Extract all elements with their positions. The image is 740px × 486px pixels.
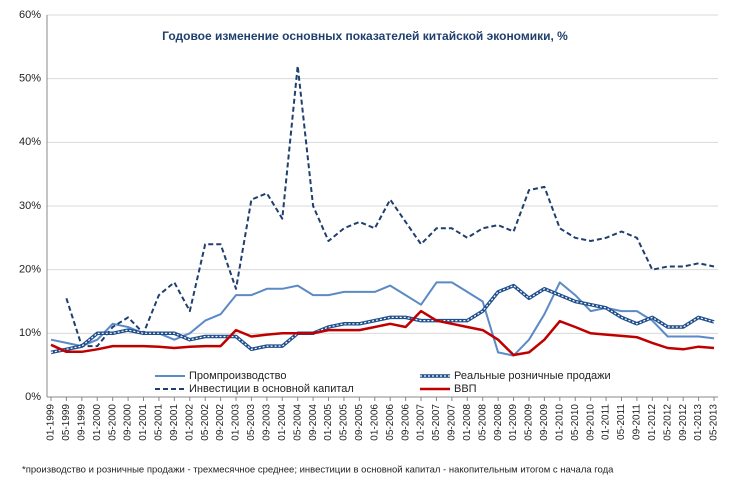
x-tick-label: 05-1999 [61,404,72,441]
footnote: *производство и розничные продажи - трех… [22,465,614,476]
y-tick-label: 10% [19,327,41,339]
x-tick-label: 01-2009 [508,404,519,441]
x-tick-label: 05-2007 [431,404,442,441]
legend-label: Реальные розничные продажи [454,370,611,382]
x-tick-label: 05-2002 [200,404,211,441]
x-tick-label: 01-2011 [601,404,612,440]
legend-label: ВВП [454,383,477,395]
x-tick-label: 01-2007 [416,404,427,441]
x-tick-label: 01-2004 [277,404,288,441]
x-tick-label: 09-2009 [539,404,550,441]
y-tick-label: 30% [19,200,41,212]
y-tick-label: 0% [25,391,41,403]
x-tick-label: 09-2000 [123,404,134,441]
x-tick-label: 01-2012 [647,404,658,441]
y-tick-label: 20% [19,264,41,276]
y-tick-label: 40% [19,136,41,148]
x-tick-label: 01-2013 [693,404,704,441]
x-tick-label: 09-2010 [585,404,596,441]
x-tick-label: 05-2005 [339,404,350,441]
x-tick-label: 05-2011 [616,404,627,440]
x-tick-label: 01-2006 [369,404,380,441]
x-tick-label: 09-2006 [400,404,411,441]
x-tick-label: 01-2000 [92,404,103,441]
x-tick-label: 05-2006 [385,404,396,441]
x-tick-label: 05-2012 [662,404,673,441]
series-line [50,309,715,357]
x-tick-label: 05-2003 [246,404,257,441]
x-tick-label: 01-2005 [323,404,334,441]
x-tick-label: 01-2008 [462,404,473,441]
series-line-inner [50,284,715,353]
x-tick-label: 05-2008 [477,404,488,441]
x-tick-label: 01-2003 [231,404,242,441]
x-tick-label: 05-2004 [292,404,303,441]
x-tick-label: 09-2001 [169,404,180,441]
x-tick-label: 01-2010 [554,404,565,441]
x-tick-label: 05-2010 [570,404,581,441]
x-tick-label: 01-2002 [184,404,195,441]
chart-title: Годовое изменение основных показателей к… [162,29,568,43]
x-tick-label: 01-1999 [46,404,57,441]
x-tick-label: 01-2001 [138,404,149,441]
y-tick-label: 50% [19,73,41,85]
y-tick-label: 60% [19,9,41,21]
x-tick-label: 09-2007 [447,404,458,441]
x-tick-label: 09-2012 [678,404,689,441]
x-tick-label: 09-1999 [76,404,87,441]
legend-label: Промпроизводство [189,370,286,382]
x-tick-label: 05-2001 [154,404,165,441]
legend-label: Инвестиции в основной капитал [189,383,354,395]
series-line [65,64,715,348]
x-tick-label: 05-2009 [524,404,535,441]
x-tick-label: 09-2008 [493,404,504,441]
x-tick-label: 09-2005 [354,404,365,441]
x-tick-label: 09-2004 [308,404,319,441]
x-tick-label: 05-2013 [709,404,720,441]
x-tick-label: 09-2002 [215,404,226,441]
x-tick-label: 05-2000 [107,404,118,441]
x-tick-label: 09-2011 [632,404,643,440]
x-tick-label: 09-2003 [262,404,273,441]
